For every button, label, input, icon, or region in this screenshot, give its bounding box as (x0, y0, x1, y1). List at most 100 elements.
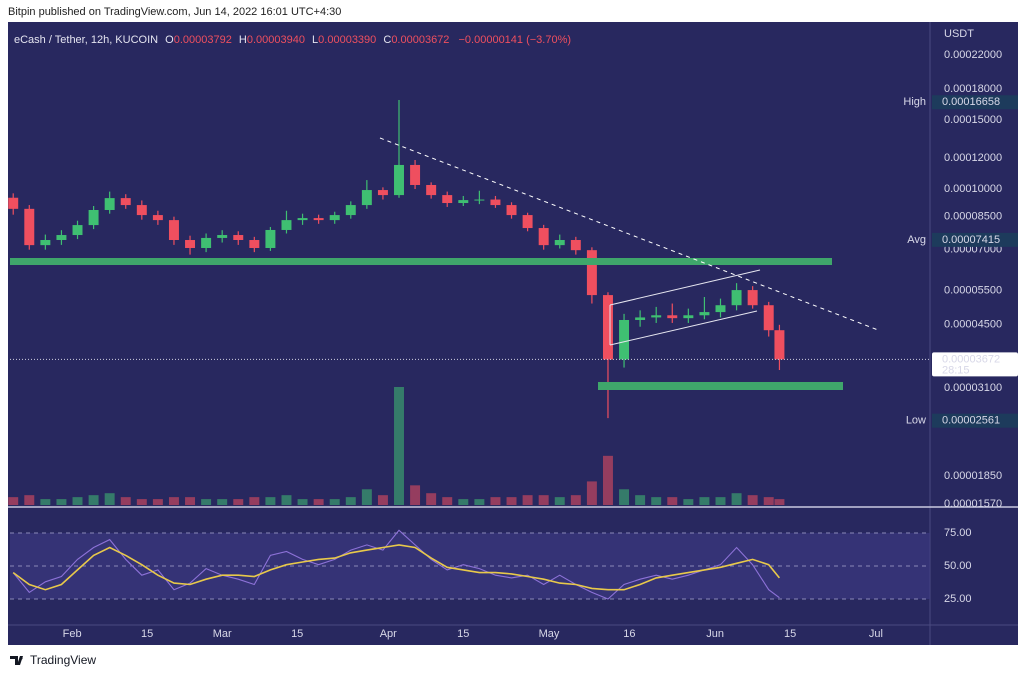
volume-bar (233, 499, 244, 505)
y-tick-label: 50.00 (944, 560, 972, 572)
x-tick-label: 15 (141, 628, 153, 640)
y-tick-label: 25.00 (944, 593, 972, 605)
candle-body (426, 184, 437, 196)
candle-body (619, 319, 630, 360)
y-axis-label: USDT (944, 28, 974, 40)
marker-label: Avg (907, 234, 926, 246)
candle-body (120, 198, 131, 206)
candle-body (522, 215, 533, 229)
volume-bar (602, 455, 613, 505)
candle-body (24, 208, 35, 246)
marker-value: 0.00016658 (942, 96, 1000, 108)
volume-bar (265, 497, 276, 505)
candle-body (490, 199, 501, 206)
candle-body (185, 240, 196, 248)
trend-line (379, 137, 879, 331)
support-zone (598, 382, 843, 390)
volume-bar (88, 495, 99, 505)
candle-body (40, 240, 51, 246)
volume-bar (345, 497, 356, 505)
candle-body (56, 235, 67, 241)
candle-body (763, 305, 774, 331)
volume-bar (426, 493, 437, 505)
volume-bar (570, 495, 581, 505)
y-tick-label: 0.00018000 (944, 83, 1002, 95)
y-tick-label: 0.00022000 (944, 49, 1002, 61)
volume-bar (361, 489, 372, 505)
volume-bar (24, 495, 35, 505)
volume-bar (731, 493, 742, 505)
volume-bar (774, 499, 785, 505)
rsi-line (12, 544, 781, 591)
candle-body (602, 295, 613, 360)
brand-logo (19, 656, 23, 660)
volume-bar (104, 493, 115, 505)
candle-body (313, 218, 324, 221)
candle-body (774, 330, 785, 360)
volume-bar (442, 497, 453, 505)
volume-bar (635, 495, 646, 505)
candle-body (667, 315, 678, 319)
candle-body (249, 240, 260, 248)
volume-bar (217, 499, 228, 505)
y-tick-label: 0.00005500 (944, 285, 1002, 297)
y-tick-label: 0.00015000 (944, 114, 1002, 126)
y-tick-label: 0.00010000 (944, 183, 1002, 195)
last-price-box (932, 352, 1018, 377)
volume-bar (8, 497, 19, 505)
volume-bar (168, 497, 179, 505)
x-tick-label: Jul (869, 628, 883, 640)
marker-label: Low (906, 415, 926, 427)
marker-box (932, 413, 1018, 428)
y-tick-label: 0.00012000 (944, 152, 1002, 164)
candle-body (345, 205, 356, 216)
candle-body (72, 225, 83, 236)
volume-bar (72, 497, 83, 505)
candle-body (361, 190, 372, 206)
volume-bar (40, 499, 51, 505)
ohlc-key: L (312, 34, 318, 46)
candle-body (699, 312, 710, 316)
ohlc-value: 0.00003792 (174, 34, 232, 46)
candle-body (731, 290, 742, 306)
countdown: 28:15 (942, 364, 970, 376)
volume-bar (474, 499, 485, 505)
candle-body (168, 220, 179, 241)
candle-body (217, 235, 228, 238)
channel-line (609, 269, 761, 306)
volume-bar (763, 497, 774, 505)
symbol: eCash / Tether, 12h, KUCOIN (14, 34, 158, 46)
rsi-line (12, 529, 780, 600)
y-tick-label: 0.00004500 (944, 319, 1002, 331)
candle-body (88, 209, 99, 226)
candle-body (506, 205, 517, 216)
candle-body (297, 218, 308, 221)
candle-body (586, 250, 597, 296)
ohlc-value: 0.00003672 (391, 34, 449, 46)
volume-bar (249, 497, 260, 505)
candle-body (152, 215, 163, 221)
y-tick-label: 0.00001570 (944, 498, 1002, 510)
x-tick-label: 15 (291, 628, 303, 640)
volume-bar (490, 497, 501, 505)
volume-bar (538, 495, 549, 505)
ohlc-key: C (383, 34, 391, 46)
candle-body (474, 199, 485, 201)
x-tick-label: May (539, 628, 560, 640)
volume-bar (506, 497, 517, 505)
x-tick-label: 16 (623, 628, 635, 640)
y-tick-label: 0.00001850 (944, 470, 1002, 482)
candle-body (635, 317, 646, 320)
channel-line (609, 310, 758, 346)
volume-bar (152, 499, 163, 505)
volume-bar (715, 497, 726, 505)
marker-value: 0.00002561 (942, 415, 1000, 427)
brand-name: TradingView (30, 653, 96, 667)
x-tick-label: Jun (706, 628, 724, 640)
volume-bar (747, 495, 758, 505)
volume-bar (56, 499, 67, 505)
volume-bar (329, 499, 340, 505)
volume-bar (554, 497, 565, 505)
